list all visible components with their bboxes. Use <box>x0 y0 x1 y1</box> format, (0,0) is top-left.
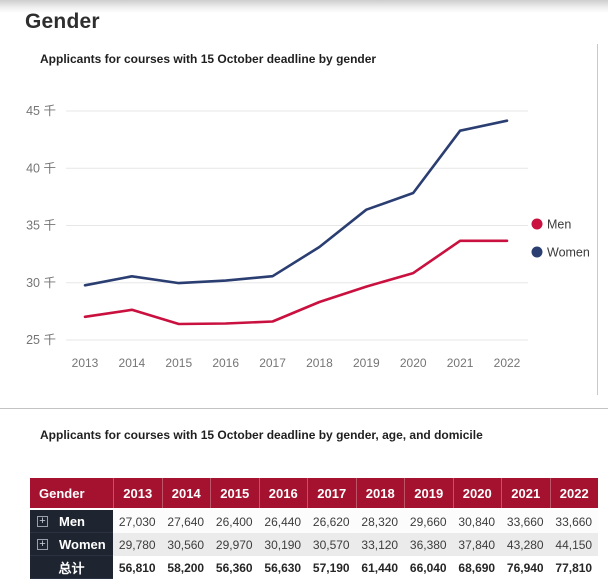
column-header-year: 2016 <box>258 478 307 508</box>
table-cell: 77,810 <box>549 556 598 579</box>
column-header-year: 2017 <box>307 478 356 508</box>
table-cell: 30,560 <box>161 533 210 556</box>
table-cell: 29,970 <box>210 533 259 556</box>
table-cell: 26,620 <box>307 510 356 533</box>
table-header-row: Gender 2013 2014 2015 2016 2017 2018 2019 2020 20… <box>30 478 598 508</box>
gender-data-table: Gender 2013 2014 2015 2016 2017 2018 2019 2020 20… <box>30 478 598 579</box>
table-cell: 36,380 <box>404 533 453 556</box>
table-cell: 27,640 <box>161 510 210 533</box>
column-header-year: 2015 <box>210 478 259 508</box>
table-body: + Men 27,030 27,640 26,400 26,440 26,620 28,320… <box>30 510 598 579</box>
row-label-men[interactable]: + Men <box>30 510 113 533</box>
x-tick-label: 2018 <box>306 356 333 370</box>
column-header-year: 2021 <box>501 478 550 508</box>
column-header-year: 2020 <box>452 478 501 508</box>
x-tick-label: 2014 <box>119 356 146 370</box>
table-cell: 26,400 <box>210 510 259 533</box>
row-label-text: Men <box>59 513 85 529</box>
legend-label-men[interactable]: Men <box>547 218 571 232</box>
table-cell: 57,190 <box>307 556 356 579</box>
x-tick-label: 2020 <box>400 356 427 370</box>
women-series-line <box>83 119 509 287</box>
table-cell: 37,840 <box>452 533 501 556</box>
y-tick-label: 45 千 <box>26 104 56 118</box>
y-tick-label: 25 千 <box>26 333 56 347</box>
table-cell: 30,570 <box>307 533 356 556</box>
x-tick-label: 2019 <box>353 356 380 370</box>
table-row-men: + Men 27,030 27,640 26,400 26,440 26,620 28,320… <box>30 510 598 533</box>
top-gradient-strip <box>0 0 608 13</box>
table-cell: 33,120 <box>355 533 404 556</box>
table-cell: 56,360 <box>210 556 259 579</box>
section-divider <box>0 408 608 409</box>
table-cell: 56,630 <box>258 556 307 579</box>
y-tick-label: 40 千 <box>26 161 56 175</box>
table-cell: 29,780 <box>113 533 162 556</box>
table-cell: 33,660 <box>501 510 550 533</box>
x-tick-label: 2017 <box>259 356 286 370</box>
table-cell: 30,840 <box>452 510 501 533</box>
y-tick-label: 30 千 <box>26 276 56 290</box>
table-cell: 43,280 <box>501 533 550 556</box>
column-header-year: 2019 <box>404 478 453 508</box>
x-tick-label: 2013 <box>72 356 99 370</box>
expand-plus-icon[interactable]: + <box>37 515 48 527</box>
table-cell: 33,660 <box>549 510 598 533</box>
legend-dot-women[interactable] <box>531 246 543 258</box>
table-cell: 76,940 <box>501 556 550 579</box>
table-cell: 56,810 <box>113 556 162 579</box>
table-cell: 30,190 <box>258 533 307 556</box>
table-cell: 58,200 <box>161 556 210 579</box>
table-cell: 61,440 <box>355 556 404 579</box>
men-series-line <box>83 239 509 326</box>
table-title: Applicants for courses with 15 October d… <box>40 428 483 442</box>
column-header-gender: Gender <box>30 478 113 508</box>
table-cell: 68,690 <box>452 556 501 579</box>
page-title: Gender <box>25 10 100 33</box>
panel-right-border <box>597 44 598 395</box>
row-label-total: 总计 <box>30 556 113 579</box>
column-header-year: 2018 <box>355 478 404 508</box>
table-cell: 26,440 <box>258 510 307 533</box>
legend-label-women[interactable]: Women <box>547 246 590 260</box>
chart-title: Applicants for courses with 15 October d… <box>40 52 377 66</box>
table-cell: 66,040 <box>404 556 453 579</box>
x-tick-label: 2022 <box>494 356 521 370</box>
table-cell: 28,320 <box>355 510 404 533</box>
gender-line-chart: 25 千 30 千 35 千 40 千 45 千 2013 2014 2015 2016 2017… <box>26 104 590 370</box>
column-header-year: 2013 <box>113 478 162 508</box>
x-tick-label: 2015 <box>165 356 192 370</box>
table-cell: 44,150 <box>549 533 598 556</box>
column-header-year: 2014 <box>161 478 210 508</box>
expand-plus-icon[interactable]: + <box>37 538 48 550</box>
row-label-text: 总计 <box>58 560 85 576</box>
x-tick-label: 2016 <box>212 356 239 370</box>
y-tick-label: 35 千 <box>26 219 56 233</box>
column-header-year: 2022 <box>549 478 598 508</box>
row-label-text: Women <box>59 536 106 552</box>
x-tick-label: 2021 <box>447 356 474 370</box>
table-row-women: + Women 29,780 30,560 29,970 30,190 30,570 33,1… <box>30 533 598 556</box>
table-row-total: 总计 56,810 58,200 56,360 56,630 57,190 61,440 66… <box>30 556 598 579</box>
table-cell: 27,030 <box>113 510 162 533</box>
row-label-women[interactable]: + Women <box>30 533 113 556</box>
table-cell: 29,660 <box>404 510 453 533</box>
legend-dot-men[interactable] <box>531 218 543 230</box>
